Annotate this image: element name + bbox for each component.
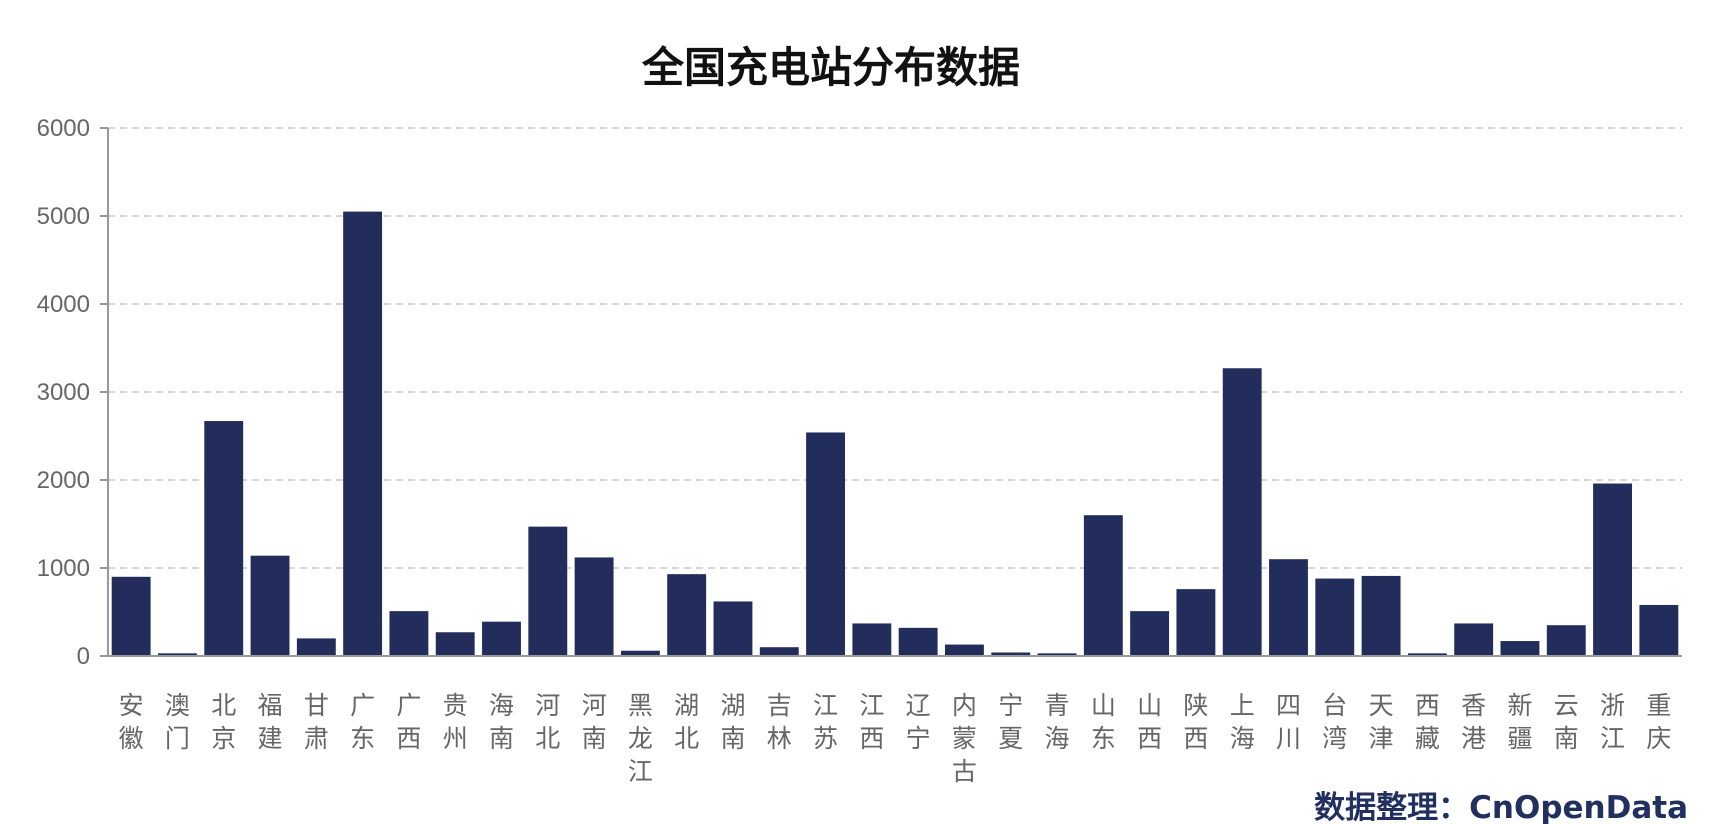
- bar: [991, 652, 1031, 656]
- bar: [574, 557, 614, 656]
- x-tick-label: 江苏: [813, 691, 838, 753]
- bar: [1037, 653, 1077, 656]
- x-tick-label: 西藏: [1415, 691, 1440, 753]
- bar: [204, 421, 244, 656]
- x-tick-label: 广西: [396, 691, 421, 753]
- x-tick-label: 安徽: [119, 691, 144, 753]
- x-tick-label: 香港: [1461, 691, 1486, 753]
- bar: [852, 623, 892, 656]
- bar: [1176, 589, 1216, 656]
- bar: [713, 601, 753, 656]
- bar: [528, 526, 568, 656]
- bar: [759, 647, 799, 656]
- bar: [1361, 575, 1401, 656]
- x-tick-label: 重庆: [1646, 691, 1671, 753]
- bar: [1083, 515, 1123, 656]
- bar: [1222, 368, 1262, 656]
- axes: [107, 128, 1682, 657]
- x-tick-label: 上海: [1230, 691, 1255, 753]
- y-axis-ticks: 0 1000 2000 3000 4000 5000 6000: [37, 115, 108, 670]
- x-tick-label: 新疆: [1507, 691, 1532, 753]
- x-tick-label: 黑龙江: [628, 691, 653, 786]
- x-tick-label: 海南: [489, 691, 514, 753]
- bar: [1593, 483, 1633, 656]
- bar: [1454, 623, 1494, 656]
- bar: [435, 632, 475, 656]
- x-tick-label: 河北: [535, 691, 560, 753]
- bar: [343, 211, 383, 656]
- x-tick-label: 湖南: [720, 691, 745, 753]
- chart-title: 全国充电站分布数据: [641, 43, 1020, 92]
- y-tick-label: 6000: [37, 115, 90, 142]
- bar: [111, 576, 151, 656]
- bars: [111, 211, 1679, 656]
- source-credit: 数据整理：CnOpenData: [1314, 790, 1688, 824]
- bar: [389, 611, 429, 656]
- x-tick-label: 吉林: [767, 691, 792, 753]
- gridlines: [108, 127, 1682, 569]
- x-tick-label: 江西: [859, 691, 884, 753]
- x-tick-label: 青海: [1045, 691, 1070, 753]
- bar: [806, 432, 846, 656]
- x-tick-label: 北京: [211, 691, 236, 753]
- bar: [296, 638, 336, 656]
- x-tick-label: 澳门: [165, 691, 190, 753]
- x-tick-label: 河南: [582, 691, 607, 753]
- bar: [1269, 559, 1308, 656]
- bar: [157, 653, 197, 656]
- x-tick-label: 山西: [1137, 691, 1162, 753]
- x-tick-label: 贵州: [443, 691, 468, 753]
- x-tick-label: 福建: [258, 691, 283, 753]
- x-tick-label: 天津: [1369, 691, 1394, 753]
- x-tick-label: 山东: [1091, 691, 1116, 753]
- bar: [1315, 578, 1355, 656]
- x-tick-label: 浙江: [1600, 691, 1625, 753]
- x-tick-label: 辽宁: [906, 691, 931, 753]
- y-tick-label: 3000: [37, 379, 90, 406]
- bar: [482, 621, 521, 656]
- y-tick-label: 0: [77, 643, 90, 670]
- x-tick-label: 四川: [1276, 691, 1301, 753]
- bar: [1130, 611, 1170, 656]
- x-tick-label: 陕西: [1183, 691, 1208, 753]
- bar: [944, 644, 984, 656]
- bar: [250, 555, 290, 656]
- x-tick-label: 湖北: [674, 691, 699, 753]
- bar: [620, 650, 660, 656]
- x-tick-label: 宁夏: [998, 691, 1023, 753]
- x-tick-label: 内蒙古: [952, 691, 977, 786]
- bar: [1407, 653, 1447, 656]
- y-tick-label: 2000: [37, 467, 90, 494]
- x-tick-label: 广东: [350, 691, 375, 753]
- x-tick-label: 甘肃: [304, 691, 329, 753]
- bar: [667, 574, 707, 656]
- x-axis-labels: 安徽澳门北京福建甘肃广东广西贵州海南河北河南黑龙江湖北湖南吉林江苏江西辽宁内蒙古…: [119, 691, 1672, 786]
- x-tick-label: 云南: [1554, 691, 1579, 753]
- y-tick-label: 5000: [37, 203, 90, 230]
- bar: [1546, 625, 1586, 656]
- x-tick-label: 台湾: [1322, 691, 1347, 753]
- y-tick-label: 4000: [37, 291, 90, 318]
- bar: [898, 627, 938, 656]
- bar: [1500, 641, 1540, 656]
- y-tick-label: 1000: [37, 555, 90, 582]
- bar: [1639, 604, 1679, 656]
